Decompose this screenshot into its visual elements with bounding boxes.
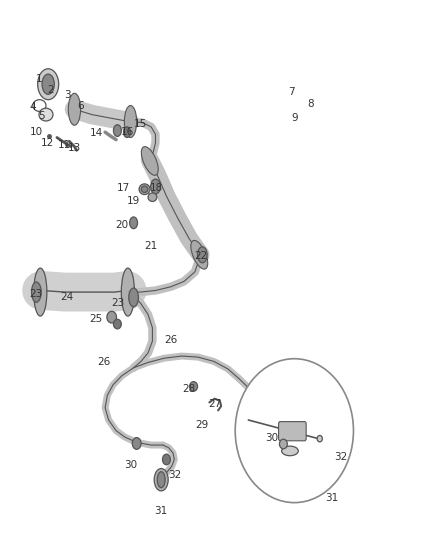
FancyBboxPatch shape bbox=[279, 422, 306, 441]
Ellipse shape bbox=[132, 438, 141, 449]
Ellipse shape bbox=[162, 454, 170, 465]
Text: 1: 1 bbox=[36, 74, 43, 84]
Ellipse shape bbox=[68, 93, 81, 125]
Text: 9: 9 bbox=[291, 114, 298, 123]
Text: 29: 29 bbox=[196, 421, 209, 430]
Ellipse shape bbox=[267, 441, 276, 453]
Text: 30: 30 bbox=[124, 460, 137, 470]
Ellipse shape bbox=[157, 472, 165, 488]
Ellipse shape bbox=[141, 186, 148, 192]
Text: 16: 16 bbox=[121, 127, 134, 137]
Text: 28: 28 bbox=[183, 384, 196, 394]
Ellipse shape bbox=[191, 240, 208, 269]
Text: 14: 14 bbox=[90, 128, 103, 138]
Text: 22: 22 bbox=[194, 251, 207, 261]
Text: 27: 27 bbox=[208, 399, 221, 409]
Text: 12: 12 bbox=[41, 138, 54, 148]
Ellipse shape bbox=[303, 448, 311, 458]
Ellipse shape bbox=[282, 446, 298, 456]
Ellipse shape bbox=[324, 455, 333, 472]
Text: 7: 7 bbox=[288, 87, 295, 96]
Text: 13: 13 bbox=[68, 143, 81, 153]
Text: 8: 8 bbox=[307, 99, 314, 109]
Ellipse shape bbox=[130, 217, 138, 229]
Ellipse shape bbox=[190, 382, 198, 391]
Ellipse shape bbox=[42, 74, 54, 94]
Ellipse shape bbox=[139, 184, 150, 195]
Ellipse shape bbox=[121, 268, 134, 316]
Ellipse shape bbox=[32, 282, 41, 302]
Text: 10: 10 bbox=[29, 127, 42, 137]
Text: 30: 30 bbox=[265, 433, 278, 443]
Ellipse shape bbox=[148, 193, 157, 201]
Ellipse shape bbox=[38, 69, 59, 100]
Ellipse shape bbox=[151, 179, 160, 194]
Ellipse shape bbox=[34, 268, 47, 316]
Text: 26: 26 bbox=[98, 358, 111, 367]
Text: 32: 32 bbox=[168, 471, 181, 480]
Text: 6: 6 bbox=[78, 101, 85, 110]
Ellipse shape bbox=[279, 439, 287, 449]
Ellipse shape bbox=[129, 288, 138, 307]
Text: 20: 20 bbox=[115, 220, 128, 230]
Text: 23: 23 bbox=[29, 289, 42, 299]
Text: 11: 11 bbox=[58, 140, 71, 150]
Text: 24: 24 bbox=[60, 293, 73, 302]
Ellipse shape bbox=[317, 435, 322, 442]
Text: 21: 21 bbox=[145, 241, 158, 251]
Text: 25: 25 bbox=[89, 314, 102, 324]
Text: 2: 2 bbox=[47, 85, 54, 94]
Text: 18: 18 bbox=[150, 183, 163, 192]
Text: 17: 17 bbox=[117, 183, 130, 192]
Ellipse shape bbox=[320, 451, 337, 477]
Text: 31: 31 bbox=[325, 494, 339, 503]
Circle shape bbox=[235, 359, 353, 503]
Ellipse shape bbox=[154, 469, 168, 491]
Ellipse shape bbox=[198, 247, 207, 263]
Text: 3: 3 bbox=[64, 90, 71, 100]
Text: 15: 15 bbox=[134, 119, 147, 128]
Text: 23: 23 bbox=[112, 298, 125, 308]
Ellipse shape bbox=[113, 319, 121, 329]
Text: 4: 4 bbox=[29, 102, 36, 111]
Text: 26: 26 bbox=[164, 335, 177, 345]
Text: 5: 5 bbox=[38, 111, 45, 121]
Ellipse shape bbox=[124, 127, 131, 138]
Ellipse shape bbox=[39, 108, 53, 121]
Text: 32: 32 bbox=[334, 453, 347, 462]
Ellipse shape bbox=[113, 125, 121, 136]
Ellipse shape bbox=[124, 106, 137, 138]
Ellipse shape bbox=[107, 311, 117, 323]
Text: 19: 19 bbox=[127, 197, 140, 206]
Ellipse shape bbox=[141, 147, 158, 175]
Text: 31: 31 bbox=[155, 506, 168, 515]
